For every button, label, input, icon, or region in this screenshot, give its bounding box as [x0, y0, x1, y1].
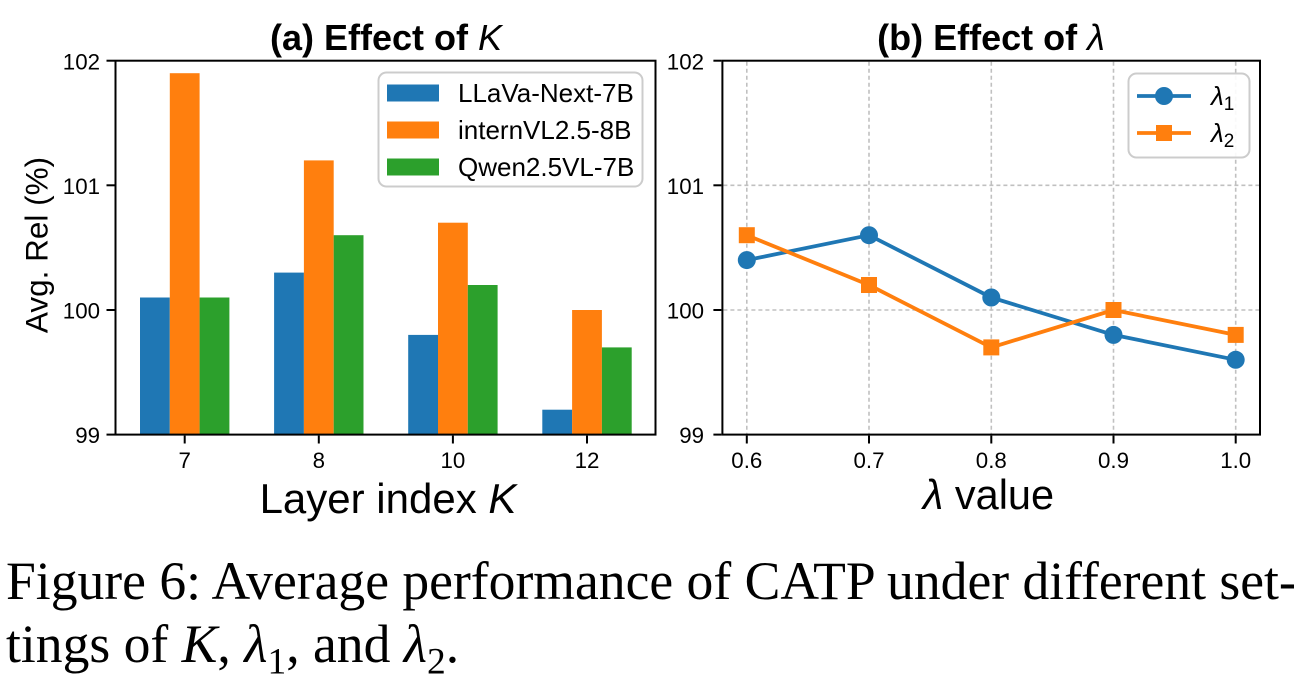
svg-text:0.7: 0.7 [854, 448, 885, 473]
svg-text:λ1: λ1 [1209, 81, 1234, 115]
svg-text:7: 7 [178, 448, 190, 473]
svg-text:101: 101 [63, 174, 100, 199]
svg-text:(a) Effect of K: (a) Effect of K [270, 17, 504, 58]
svg-text:12: 12 [575, 448, 600, 473]
svg-text:internVL2.5-8B: internVL2.5-8B [458, 115, 631, 145]
svg-text:102: 102 [667, 49, 704, 74]
svg-text:Qwen2.5VL-7B: Qwen2.5VL-7B [458, 152, 634, 182]
svg-text:1.0: 1.0 [1220, 448, 1251, 473]
svg-text:101: 101 [667, 174, 704, 199]
svg-text:Layer index K: Layer index K [260, 475, 519, 522]
svg-text:0.6: 0.6 [731, 448, 762, 473]
svg-text:LLaVa-Next-7B: LLaVa-Next-7B [458, 78, 634, 108]
svg-text:0.9: 0.9 [1098, 448, 1129, 473]
svg-text:100: 100 [667, 299, 704, 324]
svg-text:102: 102 [63, 49, 100, 74]
svg-text:8: 8 [313, 448, 325, 473]
svg-text:0.8: 0.8 [976, 448, 1007, 473]
svg-text:10: 10 [440, 448, 465, 473]
svg-text:λ2: λ2 [1209, 118, 1234, 152]
svg-text:99: 99 [75, 423, 100, 448]
svg-text:100: 100 [63, 299, 100, 324]
svg-text:99: 99 [679, 423, 704, 448]
svg-text:(b) Effect of λ: (b) Effect of λ [877, 17, 1105, 58]
svg-text:λ value: λ value [921, 471, 1054, 518]
svg-text:Avg. Rel (%): Avg. Rel (%) [19, 157, 55, 333]
